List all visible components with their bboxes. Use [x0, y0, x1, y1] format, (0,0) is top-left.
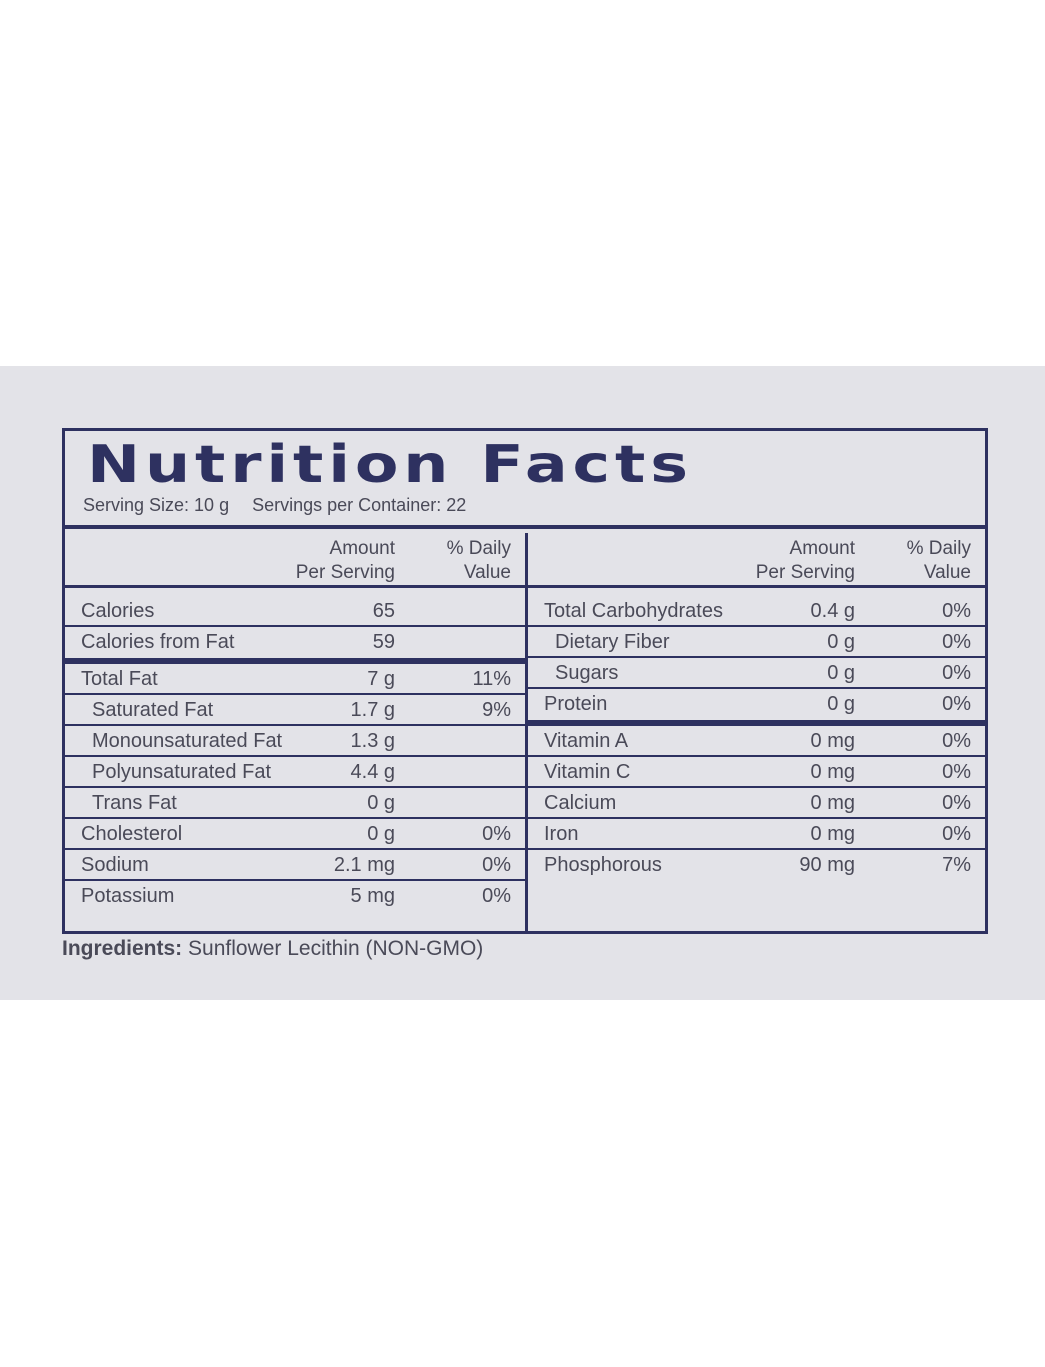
left-header: Amount Per Serving % Daily Value — [65, 533, 525, 588]
row-sodium: Sodium 2.1 mg 0% — [65, 850, 525, 881]
row-cholesterol: Cholesterol 0 g 0% — [65, 819, 525, 850]
amount-header: Amount Per Serving — [295, 538, 395, 583]
amount-header: Amount Per Serving — [755, 538, 855, 583]
row-calories-from-fat: Calories from Fat 59 — [81, 631, 395, 653]
row-vitamin-c: Vitamin C 0 mg 0% — [528, 757, 985, 788]
ingredients-label: Ingredients: — [62, 937, 183, 960]
nutrition-label: Nutrition Facts Serving Size: 10 g Servi… — [62, 428, 988, 934]
right-header: Amount Per Serving % Daily Value — [528, 533, 985, 588]
row-iron: Iron 0 mg 0% — [528, 819, 985, 850]
daily-value-header: % Daily Value — [446, 538, 511, 583]
daily-value-header: % Daily Value — [906, 538, 971, 583]
serving-info: Serving Size: 10 g Servings per Containe… — [83, 495, 466, 516]
row-total-carbohydrates: Total Carbohydrates 0.4 g 0% — [528, 596, 985, 627]
title-rule — [65, 525, 985, 529]
nutrition-title: Nutrition Facts — [87, 435, 693, 495]
row-dietary-fiber: Dietary Fiber 0 g 0% — [528, 627, 985, 658]
row-saturated-fat: Saturated Fat 1.7 g 9% — [65, 695, 525, 726]
row-potassium: Potassium 5 mg 0% — [81, 885, 511, 907]
row-total-fat: Total Fat 7 g 11% — [65, 664, 525, 695]
row-calories: Calories 65 — [65, 596, 525, 627]
row-protein: Protein 0 g 0% — [544, 693, 971, 715]
row-polyunsaturated-fat: Polyunsaturated Fat 4.4 g — [65, 757, 525, 788]
row-trans-fat: Trans Fat 0 g — [65, 788, 525, 819]
row-sugars: Sugars 0 g 0% — [528, 658, 985, 689]
row-calcium: Calcium 0 mg 0% — [528, 788, 985, 819]
right-column: Amount Per Serving % Daily Value Total C… — [525, 533, 985, 931]
row-phosphorous: Phosphorous 90 mg 7% — [544, 854, 971, 876]
serving-size: Serving Size: 10 g — [83, 495, 230, 515]
left-column: Amount Per Serving % Daily Value Calorie… — [65, 533, 525, 912]
ingredients: Ingredients: Sunflower Lecithin (NON-GMO… — [62, 937, 483, 961]
vitamin-section-rule — [528, 720, 985, 726]
row-monounsaturated-fat: Monounsaturated Fat 1.3 g — [65, 726, 525, 757]
ingredients-text: Sunflower Lecithin (NON-GMO) — [188, 937, 484, 960]
fat-section-rule — [65, 658, 525, 664]
servings-per-container: Servings per Container: 22 — [252, 495, 467, 515]
row-vitamin-a: Vitamin A 0 mg 0% — [528, 726, 985, 757]
